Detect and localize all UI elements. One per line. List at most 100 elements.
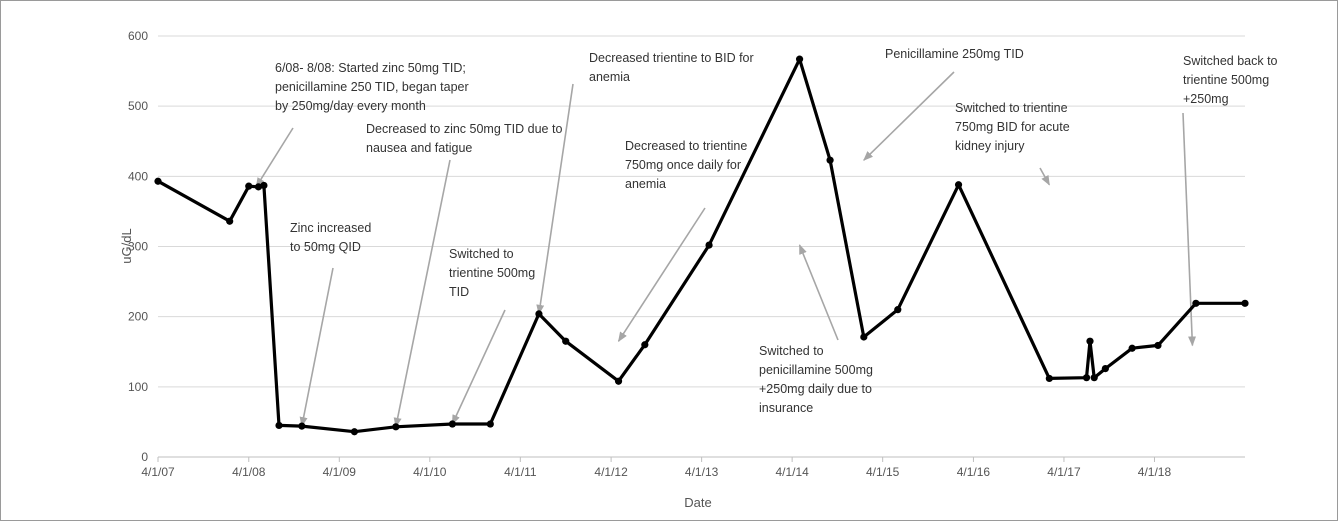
annotation-arrow (451, 309, 506, 425)
x-tick-label: 4/1/11 (504, 465, 537, 479)
annotation-text: Switched to penicillamine 500mg +250mg dai… (759, 344, 873, 415)
y-tick-label: 300 (128, 240, 148, 254)
y-tick-label: 0 (141, 450, 148, 464)
annotation-line: insurance (759, 401, 813, 415)
annotation-text: Decreased trientine to BID for anemia (589, 51, 754, 84)
annotation-text: Decreased to zinc 50mg TID due to nausea … (366, 122, 562, 155)
annotation-line: Decreased to zinc 50mg TID due to (366, 122, 562, 136)
data-point (1154, 341, 1162, 350)
annotation-line: Switched to (449, 247, 514, 261)
annotation-text: 6/08- 8/08: Started zinc 50mg TID; penici… (275, 61, 469, 113)
y-axis-ticks: 0 100 200 300 400 500 600 (128, 29, 148, 464)
data-point (1101, 364, 1109, 373)
data-point (860, 333, 868, 341)
annotation-text: Decreased to trientine 750mg once daily f… (625, 139, 747, 191)
annotation-arrow (536, 83, 574, 315)
annotation-line: to 50mg QID (290, 240, 361, 254)
annotation-arrow (863, 71, 955, 161)
annotation-arrow (393, 159, 451, 428)
annotation-arrow (255, 127, 294, 188)
annotation-line: trientine 500mg (449, 266, 535, 280)
annotation-line: +250mg daily due to (759, 382, 872, 396)
data-point (795, 55, 804, 63)
data-point (260, 181, 268, 190)
annotation-line: by 250mg/day every month (275, 99, 426, 113)
data-point (154, 177, 162, 185)
y-tick-label: 500 (128, 99, 148, 113)
x-tick-label: 4/1/17 (1047, 465, 1081, 479)
annotation-text: Penicillamine 250mg TID (885, 47, 1024, 61)
annotation-arrow (299, 267, 334, 428)
annotation-line: penicillamine 500mg (759, 363, 873, 377)
data-point (486, 420, 494, 428)
x-tick-label: 4/1/16 (957, 465, 991, 479)
annotation-line: penicillamine 250 TID, began taper (275, 80, 469, 94)
data-point (1192, 299, 1200, 307)
annotation-line: anemia (625, 177, 666, 191)
y-tick-label: 200 (128, 310, 148, 324)
annotation-text: Switched back to trientine 500mg +250mg (1183, 54, 1278, 106)
annotation-line: 750mg once daily for (625, 158, 741, 172)
annotation-text: Switched to trientine 500mg TID (449, 247, 535, 299)
x-tick-label: 4/1/12 (594, 465, 628, 479)
x-tick-label: 4/1/13 (685, 465, 719, 479)
y-axis-label: uG/dL (119, 228, 134, 263)
x-axis-ticks: 4/1/07 4/1/08 4/1/09 4/1/10 4/1/11 4/1/12 4/1/… (141, 457, 1171, 479)
annotation-line: Penicillamine 250mg TID (885, 47, 1024, 61)
annotation-arrow (798, 244, 839, 341)
data-point (894, 306, 902, 314)
annotation-line: Decreased trientine to BID for (589, 51, 754, 65)
x-tick-label: 4/1/15 (866, 465, 900, 479)
data-point (1090, 374, 1098, 382)
annotation-line: 750mg BID for acute (955, 120, 1070, 134)
data-point (245, 182, 253, 190)
data-point (392, 423, 400, 431)
data-point (275, 421, 283, 430)
annotations: 6/08- 8/08: Started zinc 50mg TID; penici… (275, 47, 1278, 415)
annotation-line: kidney injury (955, 139, 1025, 153)
annotation-arrow (1039, 167, 1051, 186)
data-point (350, 428, 359, 436)
x-tick-label: 4/1/08 (232, 465, 266, 479)
annotation-line: Zinc increased (290, 221, 371, 235)
annotation-text: Switched to trientine 750mg BID for acute… (955, 101, 1070, 153)
data-point (1241, 299, 1249, 307)
annotation-line: Decreased to trientine (625, 139, 747, 153)
annotation-line: Switched to trientine (955, 101, 1068, 115)
annotation-arrow (617, 207, 706, 343)
annotation-line: +250mg (1183, 92, 1229, 106)
x-tick-label: 4/1/07 (141, 465, 175, 479)
data-points (154, 55, 1249, 436)
data-point (614, 377, 623, 385)
data-point (254, 183, 263, 191)
data-point (1082, 374, 1091, 382)
data-point (705, 241, 713, 249)
annotation-line: Switched back to (1183, 54, 1278, 68)
data-point (448, 420, 456, 428)
annotation-line: anemia (589, 70, 630, 84)
y-tick-label: 600 (128, 29, 148, 43)
x-tick-label: 4/1/14 (775, 465, 809, 479)
annotation-text: Zinc increased to 50mg QID (290, 221, 371, 254)
x-tick-label: 4/1/09 (323, 465, 357, 479)
annotation-line: trientine 500mg (1183, 73, 1269, 87)
annotation-line: 6/08- 8/08: Started zinc 50mg TID; (275, 61, 466, 75)
data-point (826, 156, 834, 164)
data-point (1128, 344, 1136, 352)
data-point (954, 181, 963, 189)
data-point (1045, 374, 1053, 383)
x-tick-label: 4/1/10 (413, 465, 447, 479)
data-point (1086, 337, 1094, 345)
y-tick-label: 400 (128, 169, 148, 183)
annotation-line: TID (449, 285, 469, 299)
data-point (535, 310, 543, 318)
x-tick-label: 4/1/18 (1138, 465, 1172, 479)
y-tick-label: 100 (128, 380, 148, 394)
data-point (226, 217, 234, 225)
data-point (641, 341, 649, 349)
annotation-line: nausea and fatigue (366, 141, 472, 155)
data-point (298, 422, 306, 430)
annotation-line: Switched to (759, 344, 824, 358)
